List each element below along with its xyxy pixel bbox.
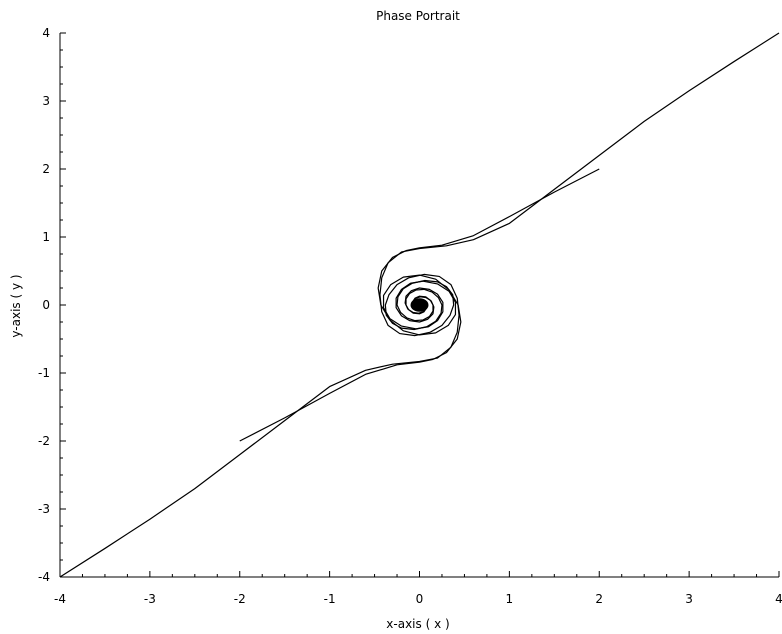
plot-area [59,32,780,578]
x-tick-label: 3 [685,592,693,606]
y-tick-label: -1 [38,366,50,380]
x-tick-label: 0 [416,592,424,606]
y-tick-label: 2 [42,162,50,176]
y-tick-label: 3 [42,94,50,108]
y-tick-label: -2 [38,434,50,448]
y-tick-label: -3 [38,502,50,516]
x-tick-label: 4 [775,592,782,606]
x-tick-label: -2 [234,592,246,606]
trajectory-line-2 [377,168,600,336]
y-tick-label: 1 [42,230,50,244]
x-tick-label: -1 [324,592,336,606]
x-tick-label: 1 [506,592,514,606]
trajectory-line-4 [239,274,462,442]
y-tick-label: 4 [42,26,50,40]
trajectory-line-3 [59,273,460,578]
y-axis-label: y-axis ( y ) [9,274,23,337]
y-tick-label: 0 [42,298,50,312]
x-tick-label: -3 [144,592,156,606]
trajectory-line-1 [379,32,780,337]
chart-title: Phase Portrait [376,9,460,23]
spiral-center-blob [410,298,429,312]
x-tick-label: 2 [595,592,603,606]
x-axis-label: x-axis ( x ) [386,617,449,631]
x-tick-label: -4 [54,592,66,606]
axis-ticks: -4 -3 -2 -1 0 1 2 3 4 -4 -3 -2 -1 0 1 2 3 4 [38,26,782,606]
y-tick-label: -4 [38,570,50,584]
